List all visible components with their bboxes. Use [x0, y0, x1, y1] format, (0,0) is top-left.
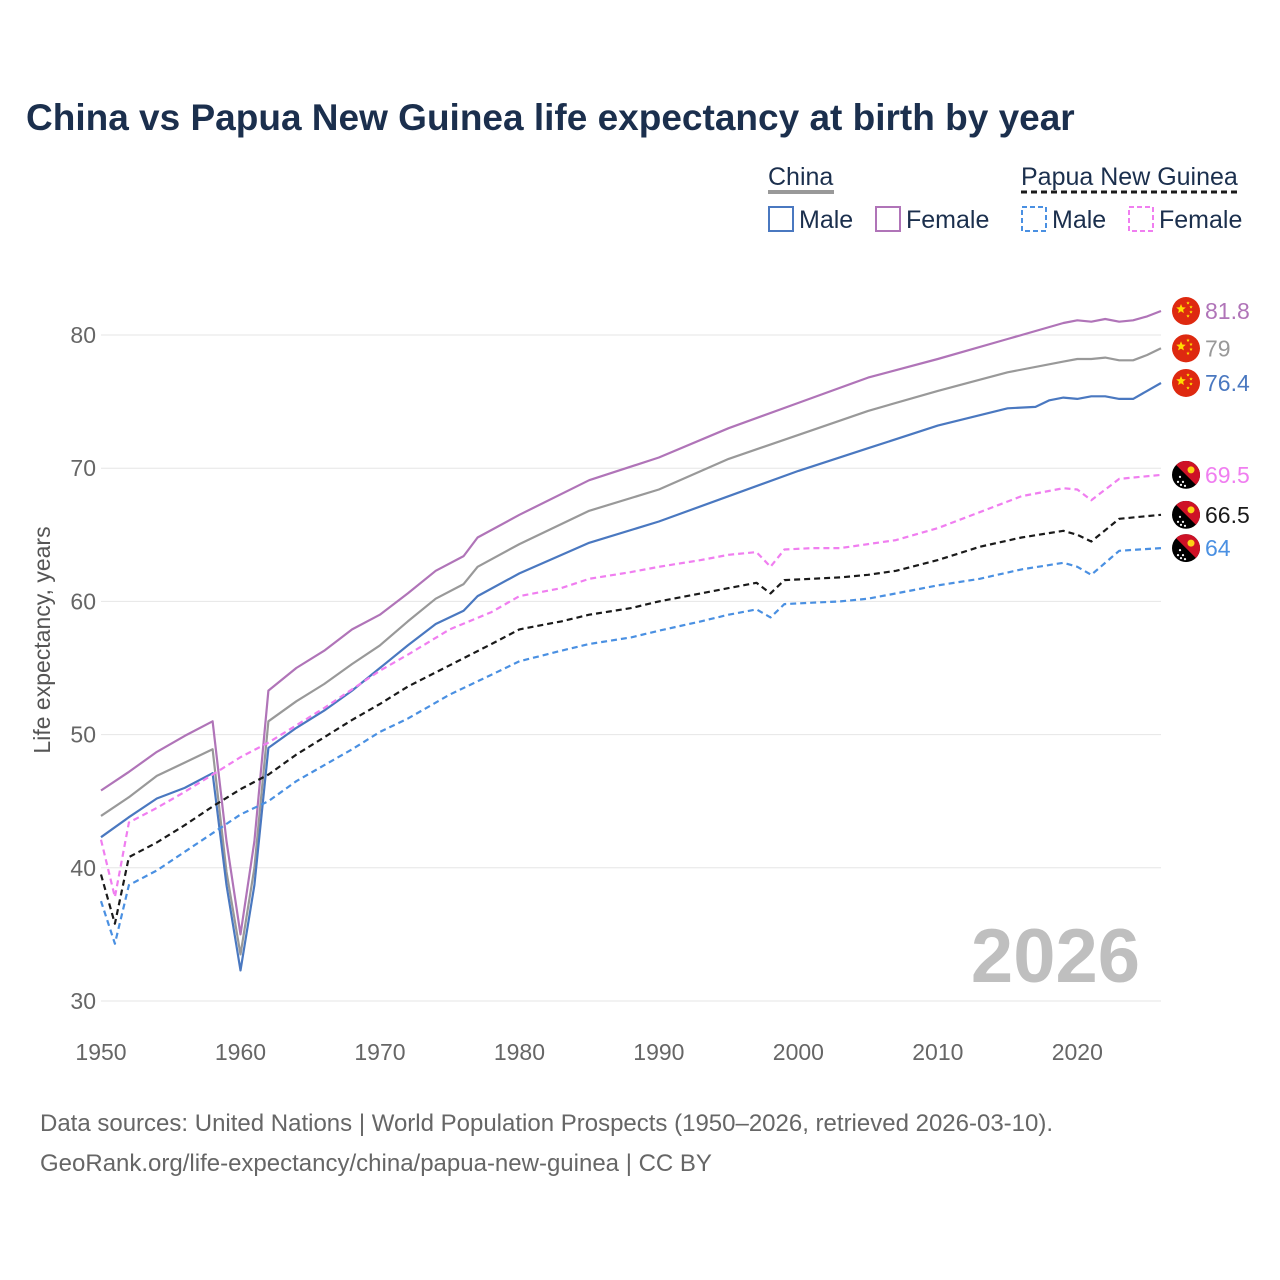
y-tick-label-70: 70	[70, 455, 96, 481]
y-axis-ticks: 30 40 50 60 70 80	[70, 322, 96, 1014]
flag-star	[1178, 475, 1182, 478]
flag-star	[1186, 386, 1190, 390]
line-pg_male	[99, 547, 1162, 945]
x-tick-label-1970: 1970	[354, 1039, 405, 1065]
series-lines	[99, 309, 1162, 972]
flag-star	[1183, 484, 1187, 487]
flag-star	[1179, 557, 1183, 560]
x-tick-label-2000: 2000	[773, 1039, 824, 1065]
flag-star	[1181, 480, 1185, 483]
source-line-1: Data sources: United Nations | World Pop…	[40, 1110, 1053, 1137]
flag-star	[1183, 524, 1187, 527]
flag-star	[1186, 314, 1190, 318]
flag-star	[1179, 523, 1183, 526]
line-cn_male	[100, 382, 1162, 972]
end-label-pg_male: 64	[1205, 535, 1231, 561]
year-watermark: 2026	[971, 914, 1140, 999]
legend-china-male-swatch	[768, 206, 794, 232]
y-tick-label-40: 40	[70, 855, 96, 881]
end-label-pg_total: 66.5	[1205, 502, 1250, 528]
flag-china-cn_total	[1172, 334, 1200, 363]
y-tick-label-50: 50	[70, 722, 96, 748]
y-tick-label-80: 80	[70, 322, 96, 348]
flag-star	[1178, 515, 1182, 518]
flag-bird	[1187, 466, 1195, 474]
flag-star	[1189, 377, 1193, 381]
china-flag-icon	[1172, 334, 1200, 363]
flag-star	[1181, 554, 1185, 557]
line-pg_female	[99, 473, 1162, 899]
flag-star	[1186, 301, 1190, 305]
flag-png-pg_total	[1172, 500, 1200, 529]
x-tick-label-1950: 1950	[75, 1039, 126, 1065]
flag-star	[1176, 304, 1186, 314]
legend-china-male-label: Male	[799, 206, 853, 234]
legend-group-china: China	[768, 163, 833, 191]
y-tick-label-60: 60	[70, 588, 96, 614]
legend-png-female-label: Female	[1159, 206, 1242, 234]
flag-china-cn_female	[1172, 297, 1200, 326]
flag-star	[1189, 305, 1193, 309]
flag-star	[1181, 520, 1185, 523]
flag-png-pg_male	[1172, 534, 1200, 563]
legend-group-papua-new-guinea: Papua New Guinea	[1021, 163, 1238, 191]
legend: China Male Female Papua New Guinea Male …	[768, 163, 1242, 234]
gridlines	[101, 334, 1161, 1002]
chart-title: China vs Papua New Guinea life expectanc…	[26, 97, 1075, 138]
china-flag-icon	[1172, 368, 1200, 397]
line-pg_total	[99, 513, 1162, 925]
flag-star	[1178, 549, 1182, 552]
legend-china-female-label: Female	[906, 206, 989, 234]
flag-star	[1176, 341, 1186, 351]
source-line-2: GeoRank.org/life-expectancy/china/papua-…	[40, 1150, 712, 1177]
flag-bird	[1187, 539, 1195, 547]
x-tick-label-2020: 2020	[1052, 1039, 1103, 1065]
flag-star	[1176, 520, 1180, 523]
papua-new-guinea-flag-icon	[1172, 500, 1200, 529]
papua-new-guinea-flag-icon	[1172, 460, 1200, 489]
legend-png-male-label: Male	[1052, 206, 1106, 234]
flag-star	[1186, 373, 1190, 377]
flag-star	[1189, 382, 1193, 386]
flag-star	[1176, 376, 1186, 385]
flag-star	[1183, 558, 1187, 561]
flag-star	[1189, 310, 1193, 314]
end-label-cn_female: 81.8	[1205, 298, 1250, 324]
flag-china-cn_male	[1172, 368, 1200, 397]
y-tick-label-30: 30	[70, 988, 96, 1014]
legend-png-male-swatch	[1021, 206, 1047, 232]
end-label-cn_total: 79	[1205, 335, 1231, 361]
flag-star	[1179, 483, 1183, 486]
end-labels: 81.8 79 76.4 69.5 66.5 64	[1172, 297, 1250, 563]
x-tick-label-2010: 2010	[912, 1039, 963, 1065]
flag-png-pg_female	[1172, 460, 1200, 489]
x-axis-ticks: 1950 1960 1970 1980 1990 2000 2010 2020	[75, 1039, 1102, 1065]
flag-star	[1176, 480, 1180, 483]
end-label-pg_female: 69.5	[1205, 462, 1250, 488]
flag-star	[1176, 554, 1180, 557]
line-cn_total	[100, 347, 1162, 956]
legend-png-female-swatch	[1128, 206, 1154, 232]
flag-star	[1186, 338, 1190, 342]
y-axis-label: Life expectancy, years	[29, 526, 55, 753]
china-flag-icon	[1172, 297, 1200, 326]
x-tick-label-1990: 1990	[633, 1039, 684, 1065]
papua-new-guinea-flag-icon	[1172, 534, 1200, 563]
end-label-cn_male: 76.4	[1205, 370, 1250, 396]
x-tick-label-1960: 1960	[215, 1039, 266, 1065]
flag-star	[1186, 351, 1190, 355]
flag-star	[1189, 347, 1193, 351]
flag-bird	[1187, 506, 1195, 514]
flag-star	[1189, 342, 1193, 346]
legend-china-female-swatch	[875, 206, 901, 232]
line-cn_female	[100, 309, 1162, 936]
x-tick-label-1980: 1980	[494, 1039, 545, 1065]
